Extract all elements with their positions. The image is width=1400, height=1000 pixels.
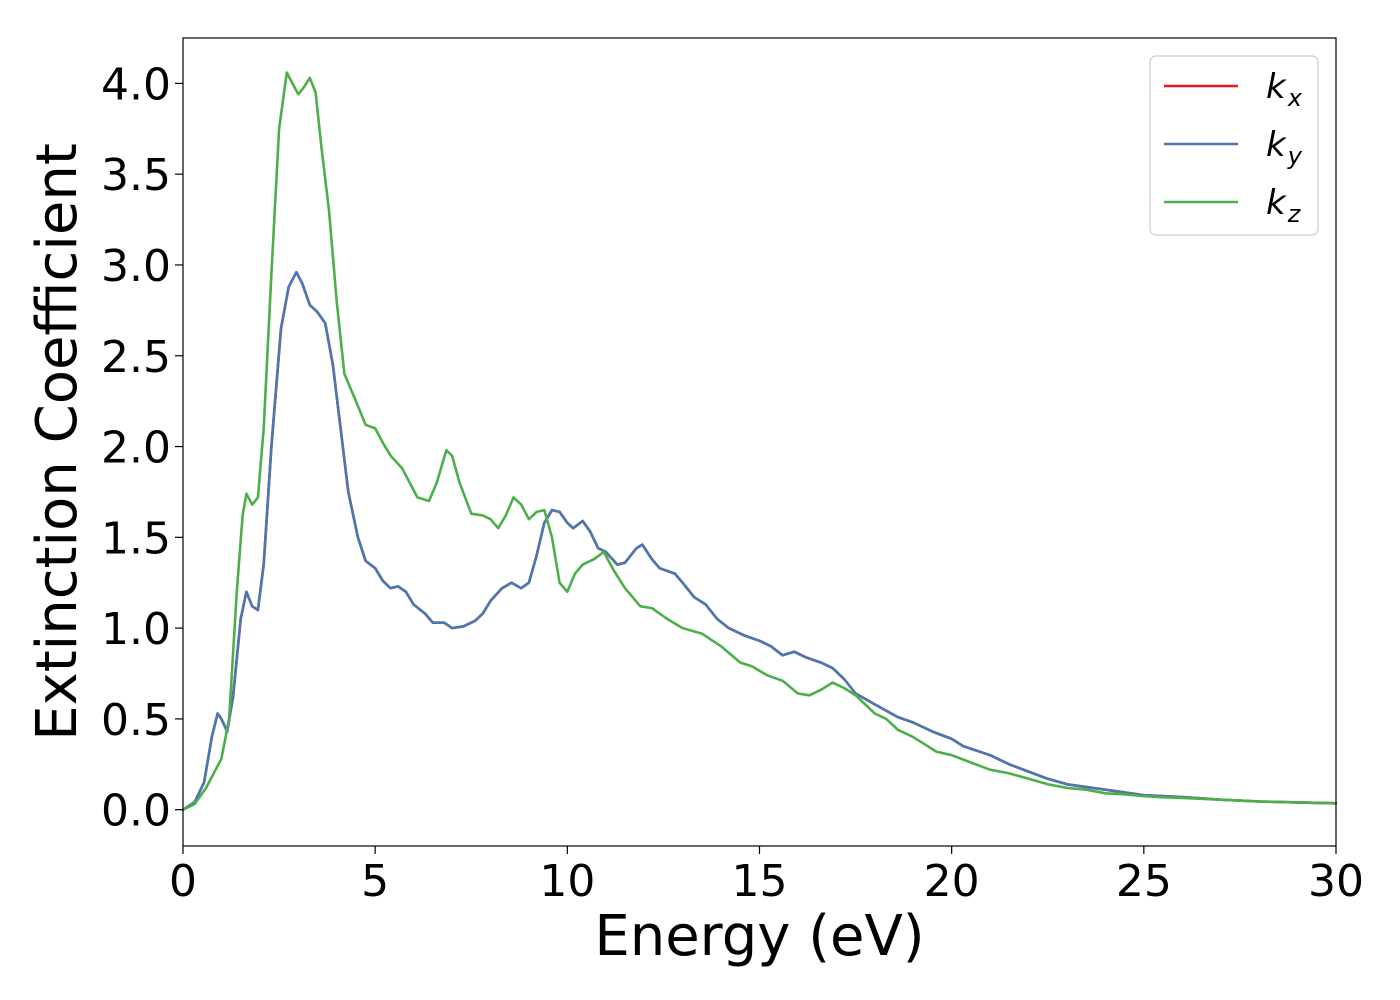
x-axis-label: Energy (eV) [594, 904, 924, 969]
y-tick-label: 2.0 [101, 423, 171, 474]
legend-label-x: kx [1266, 67, 1303, 112]
x-tick-label: 20 [924, 856, 980, 907]
y-tick-label: 0.5 [101, 695, 171, 746]
y-tick-label: 1.5 [101, 513, 171, 564]
series-layer [181, 71, 1338, 811]
x-tick-label: 30 [1308, 856, 1364, 907]
y-axis-ticks: 0.0 0.5 1.0 1.5 2.0 2.5 3.0 3.5 4.0 [101, 59, 183, 837]
legend-label-y: ky [1266, 125, 1303, 170]
x-axis-ticks: 0 5 10 15 20 25 30 [169, 846, 1364, 907]
y-tick-label: 2.5 [101, 332, 171, 383]
series-line-z [181, 71, 1338, 811]
y-tick-label: 0.0 [101, 786, 171, 837]
y-axis-label: Extinction Coefficient [25, 143, 90, 741]
series-line-y [181, 270, 1338, 811]
x-tick-label: 10 [539, 856, 595, 907]
y-tick-label: 3.0 [101, 241, 171, 292]
legend-items: kx ky kz [1164, 67, 1303, 228]
x-tick-label: 25 [1116, 856, 1172, 907]
legend-label-z: kz [1266, 183, 1302, 228]
x-tick-label: 15 [732, 856, 788, 907]
y-tick-label: 1.0 [101, 604, 171, 655]
legend-box [1149, 55, 1319, 236]
y-tick-label: 3.5 [101, 150, 171, 201]
x-tick-label: 0 [169, 856, 197, 907]
plot-area [183, 38, 1336, 846]
x-tick-label: 5 [361, 856, 389, 907]
legend: kx ky kz [1149, 55, 1319, 236]
y-tick-label: 4.0 [101, 59, 171, 110]
